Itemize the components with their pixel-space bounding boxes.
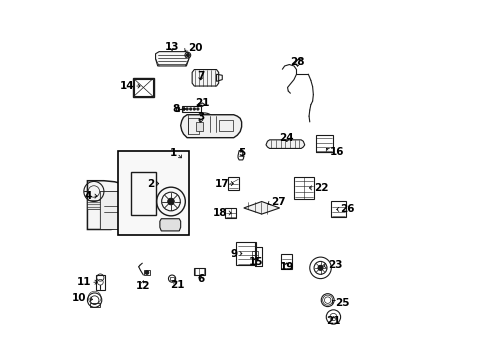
Text: 21: 21 [325, 316, 340, 325]
Polygon shape [180, 115, 241, 138]
Bar [89, 303, 100, 307]
Circle shape [189, 108, 191, 110]
Circle shape [186, 54, 189, 57]
Bar [293, 177, 313, 199]
Text: 12: 12 [136, 281, 150, 291]
Text: 7: 7 [197, 71, 204, 81]
Polygon shape [155, 51, 188, 66]
Bar [225, 208, 236, 219]
Polygon shape [87, 181, 139, 229]
Text: 6: 6 [197, 274, 204, 284]
Text: 9: 9 [230, 248, 238, 258]
Circle shape [185, 108, 188, 110]
Polygon shape [87, 200, 104, 210]
Text: 13: 13 [164, 42, 179, 51]
Bar [182, 106, 201, 112]
Bar [315, 135, 332, 152]
Circle shape [145, 271, 148, 274]
Text: 25: 25 [334, 298, 348, 308]
Bar [219, 121, 232, 131]
Text: 23: 23 [327, 260, 342, 270]
Text: 2: 2 [147, 179, 155, 189]
Text: 19: 19 [279, 262, 293, 272]
Text: 21: 21 [195, 98, 209, 108]
Bar [169, 277, 174, 280]
Text: 27: 27 [271, 197, 285, 207]
Text: 20: 20 [187, 43, 202, 53]
Bar [96, 275, 104, 290]
Text: 21: 21 [169, 280, 184, 290]
Polygon shape [244, 202, 279, 214]
Text: 4: 4 [84, 191, 92, 201]
Bar [236, 242, 256, 265]
Bar [330, 201, 345, 217]
Bar [143, 270, 150, 275]
Text: 11: 11 [76, 277, 91, 287]
Text: 5: 5 [238, 148, 245, 158]
Text: 14: 14 [119, 81, 134, 91]
Polygon shape [192, 69, 218, 86]
Polygon shape [160, 219, 180, 231]
Text: 18: 18 [212, 208, 227, 218]
Circle shape [167, 198, 174, 205]
Text: 8: 8 [172, 104, 179, 114]
Text: 16: 16 [329, 147, 344, 157]
Circle shape [317, 265, 323, 270]
Bar [196, 122, 203, 131]
Bar [194, 268, 205, 275]
Circle shape [196, 108, 199, 110]
Bar [188, 118, 199, 134]
Text: 26: 26 [340, 204, 354, 215]
Polygon shape [100, 192, 132, 229]
Polygon shape [265, 140, 304, 148]
Bar [228, 177, 239, 190]
Bar [131, 172, 155, 215]
Text: 10: 10 [72, 293, 86, 303]
Text: 3: 3 [197, 112, 204, 122]
Bar [134, 79, 152, 96]
Text: 15: 15 [248, 257, 263, 267]
Text: 28: 28 [290, 57, 304, 67]
Circle shape [202, 122, 206, 127]
Bar [133, 78, 153, 97]
Bar [251, 251, 258, 259]
Bar [118, 151, 189, 234]
Bar [281, 254, 292, 269]
Circle shape [193, 108, 195, 110]
Text: 24: 24 [279, 133, 293, 143]
Circle shape [182, 108, 184, 110]
Text: 17: 17 [214, 179, 229, 189]
Text: 22: 22 [314, 183, 328, 193]
Text: 1: 1 [169, 148, 177, 158]
Bar [175, 107, 178, 111]
